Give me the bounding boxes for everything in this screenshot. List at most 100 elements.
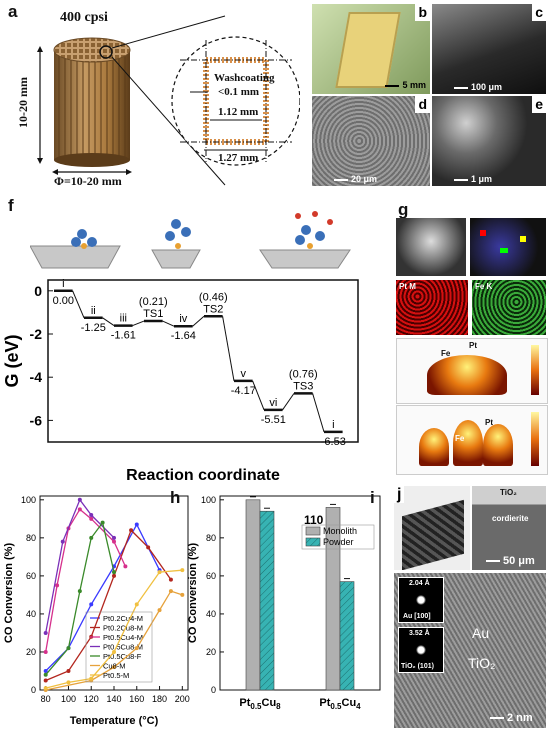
bar-Powder-Pt0.5Cu8 xyxy=(259,510,275,691)
series-point-Cu8-M xyxy=(112,665,116,670)
scale-c: 100 μm xyxy=(454,82,502,92)
series-point-Pt0.5Cu8-F xyxy=(100,520,105,525)
xtick-label-h: 180 xyxy=(152,694,167,704)
energy-profile-chart: 0 -2 -4 -6 G (eV) Reaction coordinate i 0.00 ii -… xyxy=(2,278,359,484)
surface2-pt: Pt xyxy=(485,418,493,427)
connector-f xyxy=(252,380,265,410)
hrtem-image: 2.04 Å Au [100] 3.52 Å TiO₂ (101) Au TiO… xyxy=(394,573,546,728)
state-value-iv: -1.64 xyxy=(171,330,196,342)
ylabel-f: G (eV) xyxy=(2,334,22,387)
legend-label-Powder: Powder xyxy=(323,537,354,547)
pt-map: Pt M xyxy=(396,280,468,335)
tio2-layer-label: TiO₂ xyxy=(500,488,517,497)
legend-label-Cu8-M: Cu8-M xyxy=(103,662,126,671)
series-point-Pt0.2Cu8-M xyxy=(112,573,116,578)
legend-box-h xyxy=(85,611,153,683)
series-point-Pt0.5Cu4-M xyxy=(89,516,94,521)
xlabel-h: Temperature (°C) xyxy=(70,715,159,727)
series-point-Pt0.5Cu8-M xyxy=(112,535,116,540)
panel-f-label: f xyxy=(8,196,14,215)
series-point-Pt0.5Cu8-F xyxy=(89,535,94,540)
series-point-Pt0.5Cu4-M xyxy=(77,507,82,512)
plot-frame-f xyxy=(47,279,359,443)
xtick-label-i: Pt0.5Cu4 xyxy=(319,697,361,711)
state-value-iii: -1.61 xyxy=(111,330,136,342)
series-point-Pt0.5Cu4-M xyxy=(43,649,48,654)
fft-tio2-spacing: 3.52 Å xyxy=(409,630,430,637)
fft-tio2-label: TiO₂ (101) xyxy=(401,663,434,670)
ytick-label-f: 0 xyxy=(34,283,42,299)
legend-swatch-Monolith xyxy=(305,526,321,536)
legend-label-Pt0.5-M: Pt0.5-M xyxy=(103,671,129,680)
ytick-label-h: 0 xyxy=(31,685,36,695)
state-name-vi: vi xyxy=(269,397,277,409)
plot-frame-i xyxy=(219,495,381,691)
state-value-i: 0.00 xyxy=(53,295,74,307)
connector-f xyxy=(312,393,325,432)
legend-swatch-Powder xyxy=(305,537,321,547)
ytick-label-i: 0 xyxy=(211,685,216,695)
tio2-large-label: TiO₂ xyxy=(468,655,496,671)
series-point-Cu8-M xyxy=(168,589,173,594)
state-name-iii: iii xyxy=(120,313,127,325)
panel-b-tag: b xyxy=(415,4,430,21)
fft-au-spacing: 2.04 Å xyxy=(409,580,430,587)
xlabel-f: Reaction coordinate xyxy=(126,467,280,484)
surface1-fe: Fe xyxy=(441,349,451,358)
overlay-map xyxy=(470,218,546,276)
sem-d: d 20 μm xyxy=(312,96,430,186)
xtick-label-h: 140 xyxy=(106,694,121,704)
series-point-Pt0.5Cu8-M xyxy=(60,539,65,544)
bar-Monolith-Pt0.5Cu8 xyxy=(245,499,261,691)
fe-map: Fe K xyxy=(472,280,546,335)
panel-i-label: i xyxy=(370,488,375,507)
legend-label-Pt0.5Cu8-M: Pt0.5Cu8-M xyxy=(103,643,143,652)
ylabel-h: CO Conversion (%) xyxy=(3,543,15,644)
legend-label-Pt0.2Cu8-M: Pt0.2Cu8-M xyxy=(103,624,143,633)
ytick-label-i: 20 xyxy=(206,647,216,657)
series-point-Pt0.5Cu8-M xyxy=(89,513,94,518)
series-point-Pt0.5Cu8-M xyxy=(43,630,48,635)
series-point-Pt0.5Cu4-M xyxy=(112,539,116,544)
panel-h-label: h xyxy=(170,488,181,507)
state-value-TS1: (0.21) xyxy=(139,296,168,308)
ytick-label-f: -2 xyxy=(30,326,43,342)
connector-f xyxy=(162,320,175,327)
monolith-drawing xyxy=(37,15,300,186)
scale-j-bottom: 2 nm xyxy=(490,712,533,724)
surface2-fe: Fe xyxy=(455,434,465,443)
state-name-ii: ii xyxy=(91,305,96,317)
series-point-Pt0.5Cu8-F xyxy=(43,672,48,677)
panel-c-tag: c xyxy=(532,4,546,21)
fft-au-label: Au [100] xyxy=(403,613,431,620)
series-point-Pt0.5-M xyxy=(180,568,185,573)
molecular-structures xyxy=(30,211,351,269)
pt-map-label: Pt M xyxy=(399,282,416,291)
series-point-Pt0.5-M xyxy=(66,680,71,685)
fft-tio2: 3.52 Å TiO₂ (101) xyxy=(398,627,444,673)
ytick-label-h: 100 xyxy=(21,495,36,505)
ytick-label-h: 60 xyxy=(26,571,36,581)
scale-d: 20 μm xyxy=(334,174,377,184)
ytick-label-h: 20 xyxy=(26,647,36,657)
series-line-Pt0.5Cu8-M xyxy=(45,498,115,634)
ylabel-i: CO Conversion (%) xyxy=(187,543,199,644)
state-value-TS3: (0.76) xyxy=(289,368,318,380)
connector-f xyxy=(222,316,235,381)
series-point-Pt0.2Cu4-M xyxy=(89,602,94,607)
state-value-TS2: (0.46) xyxy=(199,291,228,303)
fft-au: 2.04 Å Au [100] xyxy=(398,577,444,623)
series-point-Pt0.5-M xyxy=(89,676,94,681)
state-name-i: i xyxy=(332,419,334,431)
state-name-TS2: TS2 xyxy=(203,303,223,315)
monolith-cross-section: j xyxy=(394,486,470,570)
ytick-label-h: 80 xyxy=(26,533,36,543)
ytick-label-i: 60 xyxy=(206,571,216,581)
xtick-label-h: 80 xyxy=(41,694,51,704)
connector-f xyxy=(72,290,85,318)
series-point-Pt0.2Cu4-M xyxy=(43,668,48,673)
series-point-Pt0.5Cu8-F xyxy=(112,570,116,575)
ytick-label-f: -6 xyxy=(30,412,43,428)
panel-g-label: g xyxy=(398,200,409,219)
cordierite-label: cordierite xyxy=(492,514,529,523)
